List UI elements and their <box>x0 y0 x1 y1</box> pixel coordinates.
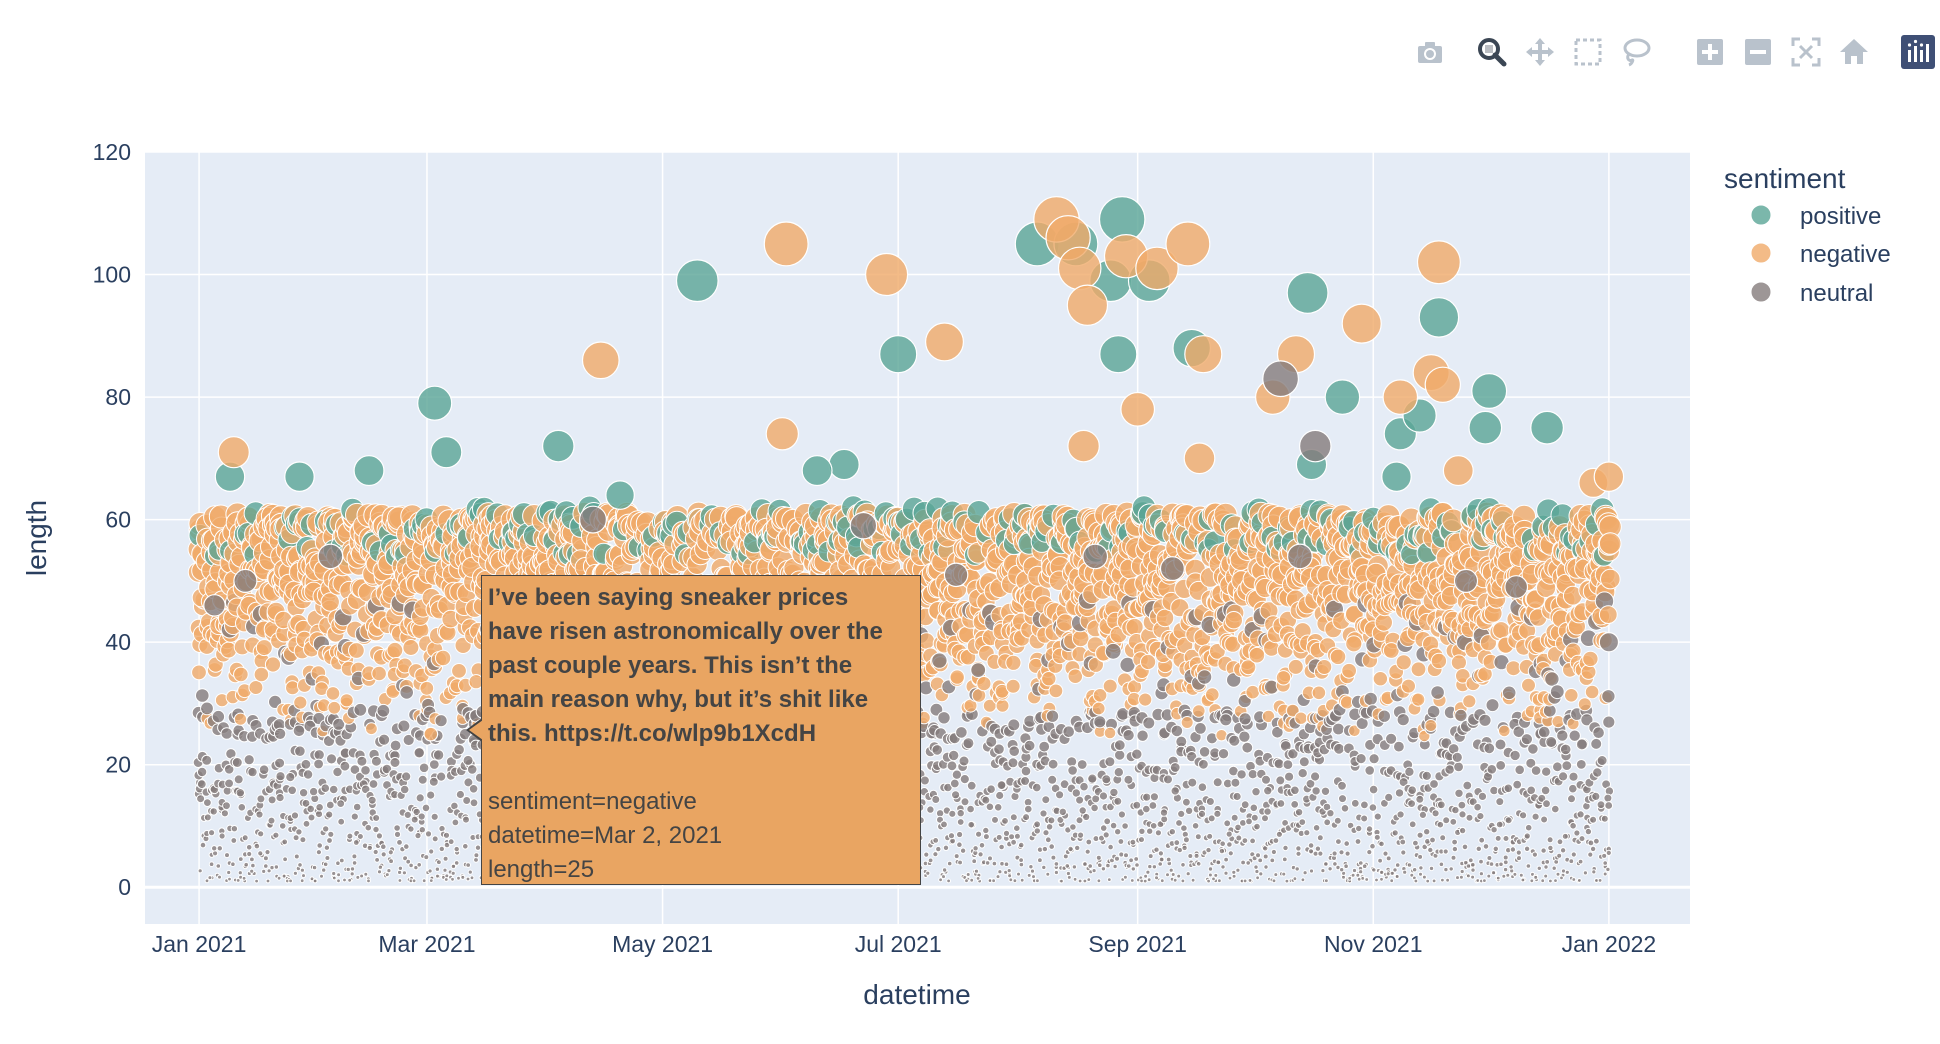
pan-icon[interactable] <box>1522 34 1558 70</box>
data-point-neutral[interactable] <box>1504 575 1529 599</box>
data-point-neutral[interactable] <box>1598 632 1620 653</box>
hover-datetime: datetime=Mar 2, 2021 <box>488 822 723 849</box>
data-point-positive[interactable] <box>1418 297 1460 338</box>
data-point-positive[interactable] <box>1381 461 1412 492</box>
data-point-positive[interactable] <box>1324 379 1361 415</box>
data-point-negative[interactable] <box>1382 379 1419 415</box>
box-select-icon[interactable] <box>1570 34 1606 70</box>
zoom-icon[interactable] <box>1474 34 1510 70</box>
hover-sentiment: sentiment=negative <box>488 788 697 815</box>
data-point-negative[interactable] <box>763 221 809 267</box>
data-point-negative[interactable] <box>1120 391 1156 427</box>
data-point-negative[interactable] <box>217 436 250 469</box>
y-tick-label: 100 <box>93 262 131 288</box>
data-points[interactable] <box>203 196 1625 742</box>
hover-tooltip: I’ve been saying sneaker prices have ris… <box>481 575 921 885</box>
x-tick-label: Mar 2021 <box>378 931 475 957</box>
data-point-negative[interactable] <box>924 322 964 362</box>
data-point-negative[interactable] <box>1593 461 1625 492</box>
data-point-neutral[interactable] <box>578 505 607 534</box>
y-tick-label: 80 <box>105 384 131 410</box>
y-tick-label: 40 <box>105 629 131 655</box>
data-point-neutral[interactable] <box>1159 556 1185 582</box>
data-point-negative[interactable] <box>1183 442 1216 475</box>
data-point-neutral[interactable] <box>1299 429 1332 463</box>
data-point-neutral[interactable] <box>1286 543 1313 570</box>
data-point-neutral[interactable] <box>849 511 878 540</box>
legend[interactable]: sentiment positive negative neutral <box>1724 163 1891 307</box>
legend-item-negative[interactable]: negative <box>1750 241 1891 268</box>
y-axis-title: length <box>21 500 52 576</box>
data-point-positive[interactable] <box>417 385 453 421</box>
legend-label-neutral: neutral <box>1800 280 1873 307</box>
autoscale-icon[interactable] <box>1788 34 1824 70</box>
hover-arrow-fill <box>469 720 483 740</box>
zoom-in-icon[interactable] <box>1692 34 1728 70</box>
data-point-positive[interactable] <box>828 448 860 481</box>
data-point-positive[interactable] <box>353 455 385 487</box>
data-point-neutral[interactable] <box>317 543 344 570</box>
data-point-neutral[interactable] <box>233 568 258 594</box>
plotly-logo-icon[interactable] <box>1900 34 1936 70</box>
legend-label-positive: positive <box>1800 203 1881 230</box>
data-point-negative[interactable] <box>1184 335 1223 374</box>
data-point-positive[interactable] <box>1471 373 1508 410</box>
hover-tweet-text: I’ve been saying sneaker prices have ris… <box>488 584 883 747</box>
data-point-negative[interactable] <box>1442 455 1474 487</box>
data-point-negative[interactable] <box>1067 429 1100 463</box>
x-tick-label: Nov 2021 <box>1324 931 1422 957</box>
y-tick-label: 120 <box>93 139 131 165</box>
zoom-out-icon[interactable] <box>1740 34 1776 70</box>
x-axis-ticks: Jan 2021 Mar 2021 May 2021 Jul 2021 Sep 2021… <box>152 931 1656 957</box>
hover-length: length=25 <box>488 856 595 883</box>
data-point-positive[interactable] <box>879 335 918 374</box>
y-tick-label: 60 <box>105 507 131 533</box>
data-point-positive[interactable] <box>801 455 833 487</box>
camera-icon[interactable] <box>1412 34 1448 70</box>
data-point-negative[interactable] <box>1165 221 1211 267</box>
data-point-negative[interactable] <box>581 341 620 380</box>
data-point-negative[interactable] <box>864 252 909 297</box>
data-point-positive[interactable] <box>675 259 719 303</box>
lasso-select-icon[interactable] <box>1618 34 1654 70</box>
data-point-negative[interactable] <box>423 726 439 742</box>
data-point-negative[interactable] <box>1424 366 1462 403</box>
legend-label-negative: negative <box>1800 241 1891 268</box>
y-tick-label: 0 <box>118 874 131 900</box>
x-tick-label: Jan 2021 <box>152 931 247 957</box>
data-point-neutral[interactable] <box>1262 360 1299 398</box>
data-point-negative[interactable] <box>1135 246 1179 291</box>
x-tick-label: Jan 2022 <box>1562 931 1657 957</box>
data-point-positive[interactable] <box>605 480 635 510</box>
reset-axes-icon[interactable] <box>1836 34 1872 70</box>
data-point-negative[interactable] <box>765 417 800 451</box>
data-point-positive[interactable] <box>1099 335 1138 374</box>
data-point-positive[interactable] <box>1286 271 1329 314</box>
data-point-neutral[interactable] <box>943 562 969 588</box>
data-point-negative[interactable] <box>1416 240 1461 285</box>
data-point-positive[interactable] <box>1468 410 1503 445</box>
data-point-positive[interactable] <box>1530 410 1564 445</box>
y-axis-ticks: 0 20 40 60 80 100 120 <box>93 139 131 900</box>
x-tick-label: Jul 2021 <box>855 931 942 957</box>
legend-item-positive[interactable]: positive <box>1750 203 1881 230</box>
data-point-negative[interactable] <box>1341 303 1382 344</box>
legend-item-neutral[interactable]: neutral <box>1750 280 1873 307</box>
data-point-neutral[interactable] <box>1082 543 1109 570</box>
data-point-positive[interactable] <box>284 461 315 492</box>
data-point-negative[interactable] <box>1066 284 1109 326</box>
data-point-neutral[interactable] <box>203 594 226 617</box>
x-tick-label: May 2021 <box>612 931 713 957</box>
legend-title: sentiment <box>1724 163 1846 194</box>
data-point-negative[interactable] <box>1057 246 1102 291</box>
data-point-neutral[interactable] <box>1453 568 1479 594</box>
x-axis-title: datetime <box>863 979 970 1010</box>
data-point-positive[interactable] <box>541 429 575 463</box>
data-point-positive[interactable] <box>430 436 463 469</box>
x-tick-label: Sep 2021 <box>1088 931 1186 957</box>
y-tick-label: 20 <box>105 752 131 778</box>
